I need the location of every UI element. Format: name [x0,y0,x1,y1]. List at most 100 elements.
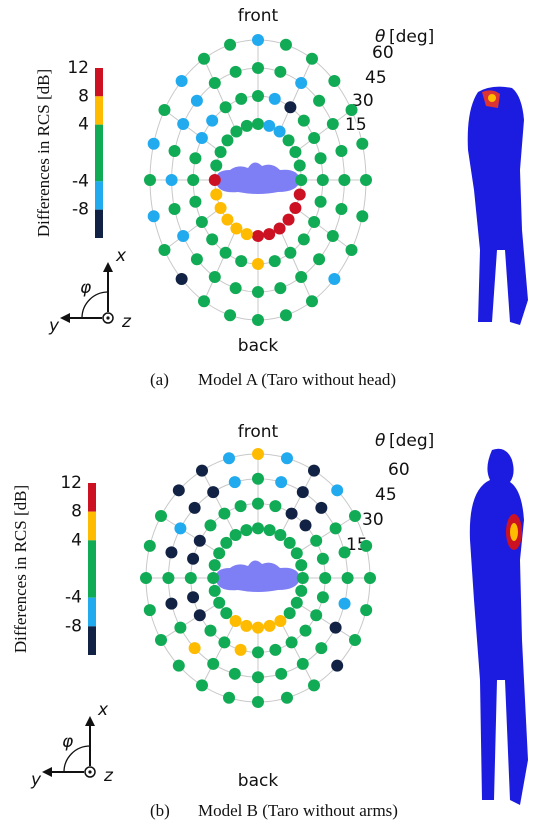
dot [173,660,185,672]
dot [298,115,310,127]
colorbar-label: Differences in RCS [dB] [34,69,53,237]
dot [330,622,342,634]
x-axis-label: x [115,246,127,266]
dot [189,196,201,208]
dot [166,174,178,186]
dot [240,524,252,536]
dot [252,286,264,298]
dot [177,118,189,130]
dot [209,585,221,597]
dot [206,233,218,245]
colorbar-segment [95,96,103,124]
dot [252,34,264,46]
dot [240,620,252,632]
dot [269,500,281,512]
x-arrowhead [85,716,95,726]
dot [339,598,351,610]
z-axis-label: z [103,766,114,786]
dot [187,591,199,603]
dot [286,636,298,648]
dot [210,160,222,172]
dot [230,66,242,78]
dot [300,625,312,637]
dot [189,502,201,514]
dot [339,546,351,558]
dot [148,210,160,222]
dot [158,104,170,116]
dot [220,537,232,549]
dot [364,572,376,584]
dot [291,597,303,609]
dot [221,214,233,226]
dot [317,591,329,603]
dot [198,53,210,65]
dot [269,644,281,656]
dot [206,115,218,127]
dot [235,644,247,656]
dot [295,585,307,597]
dot [280,309,292,321]
dot [306,53,318,65]
dot [313,253,325,265]
dot [224,39,236,51]
dot [284,101,296,113]
dot [144,174,156,186]
dot [335,145,347,157]
dot [306,295,318,307]
dot [209,77,221,89]
dot [218,636,230,648]
dot [204,519,216,531]
dot [252,671,264,683]
dot [274,66,286,78]
dot [252,258,264,270]
dot [207,572,219,584]
dot [360,604,372,616]
dot [173,484,185,496]
colorbar-tick-label: 8 [78,86,89,106]
dot [187,553,199,565]
dot [252,646,264,658]
dot [294,160,306,172]
dot [191,95,203,107]
dot [284,537,296,549]
dot [315,642,327,654]
colorbar-segment [95,210,103,238]
dot [310,609,322,621]
front-label: front [238,6,279,26]
dot [252,314,264,326]
dot [220,247,232,259]
dot [235,500,247,512]
front-label: front [238,422,279,442]
dot [241,120,253,132]
dot [230,282,242,294]
dot [252,473,264,485]
theta-tick-label: 30 [362,510,384,530]
dot [284,247,296,259]
dot [189,642,201,654]
dot [140,572,152,584]
colorbar-label: Differences in RCS [dB] [11,485,30,653]
dot [210,188,222,200]
dot [274,282,286,294]
dot [213,597,225,609]
dot [315,196,327,208]
dot [338,174,350,186]
dot [294,188,306,200]
dot [207,658,219,670]
dot [298,233,310,245]
dot [252,118,264,130]
dot [224,309,236,321]
dot [308,679,320,691]
dot [297,658,309,670]
dot [252,696,264,708]
theta-tick-label: 60 [388,460,410,480]
dot [263,228,275,240]
caption-label: (a) [150,370,169,389]
dot [162,572,174,584]
panel: 15304560frontbackθ[deg]1284-4-8Differenc… [11,422,434,820]
dot [176,273,188,285]
colorbar-segment [88,626,96,655]
dot [346,104,358,116]
dot [264,524,276,536]
dot [331,484,343,496]
